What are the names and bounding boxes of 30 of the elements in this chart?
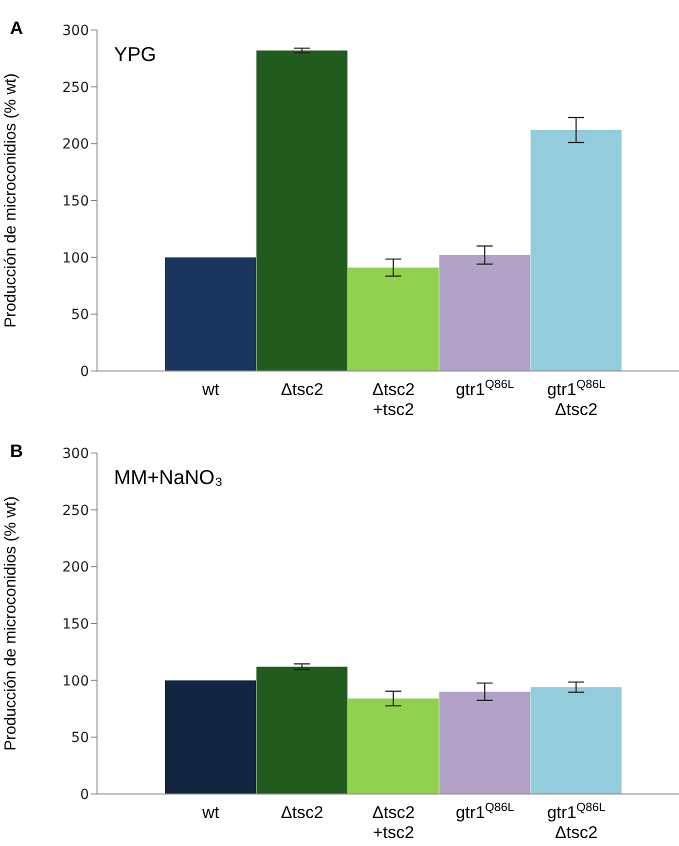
y-tick-label: 100 (62, 673, 89, 690)
y-tick-label: 200 (62, 136, 89, 153)
y-tick-label: 300 (62, 446, 89, 462)
x-tick-label: wt (201, 803, 220, 822)
y-tick-label: 0 (80, 786, 89, 803)
y-tick-label: 250 (62, 80, 89, 96)
y-axis-title: Producción de microconidios (% wt) (2, 496, 20, 751)
y-tick-label: 150 (62, 193, 89, 210)
y-tick-label: 200 (62, 560, 89, 576)
x-tick-label: gtr1$^{Q86L}$ Δtsc2 (547, 377, 606, 419)
y-tick-label: 50 (71, 307, 89, 324)
y-tick-label: 0 (80, 364, 89, 380)
y-axis-title: Producción de microconidios (% wt) (2, 73, 20, 328)
x-tick-label: Δtsc2 (280, 380, 324, 399)
x-tick-label: Δtsc2 +tsc2 (372, 803, 415, 842)
x-tick-label: gtr1$^{Q86L}$ (456, 377, 514, 399)
y-tick-label: 100 (62, 250, 89, 266)
x-tick-label: gtr1$^{Q86L}$ Δtsc2 (547, 800, 606, 842)
y-tick-label: 50 (71, 730, 89, 746)
x-tick-label: Δtsc2 +tsc2 (372, 380, 415, 419)
y-tick-label: 300 (62, 22, 89, 39)
text: A (10, 18, 23, 39)
x-tick-label: Δtsc2 (280, 803, 324, 822)
x-tick-label: wt (201, 380, 220, 399)
y-tick-label: 150 (62, 616, 89, 632)
text: B (10, 441, 23, 462)
text: MM+NaNO₃ (114, 467, 223, 490)
x-tick-label: gtr1$^{Q86L}$ (456, 800, 514, 822)
y-tick-label: 250 (62, 502, 89, 519)
text: YPG (114, 44, 156, 67)
